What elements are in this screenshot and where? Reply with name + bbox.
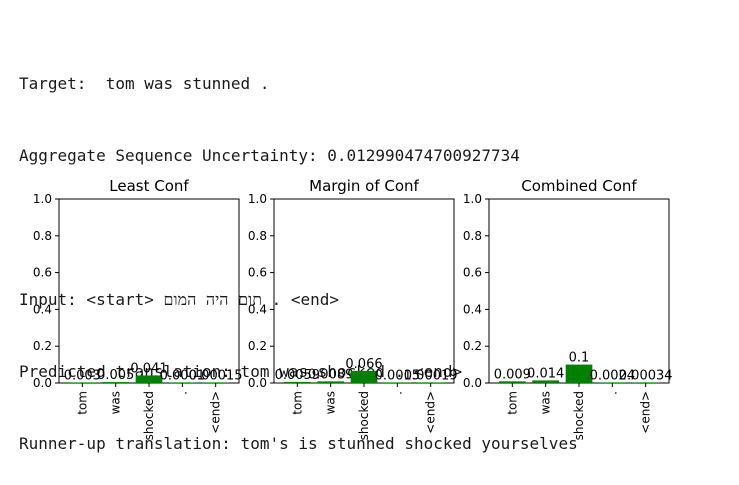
bar <box>202 382 229 383</box>
data-label: 0.014 <box>527 366 564 381</box>
bar <box>532 380 559 383</box>
x-tick-label: <end> <box>209 391 223 434</box>
data-label: 0.0001 <box>160 368 206 383</box>
chart-title: Least Conf <box>109 177 189 195</box>
x-tick-label: . <box>605 391 619 395</box>
y-tick-label: 0.8 <box>463 229 482 243</box>
bar <box>565 364 593 383</box>
x-tick-label: <end> <box>639 391 653 434</box>
chart-title: Margin of Conf <box>309 177 419 195</box>
chart-title: Combined Conf <box>521 177 637 195</box>
x-tick-label: shocked <box>142 391 156 440</box>
plot-frame <box>58 198 240 384</box>
y-tick-label: 0.4 <box>33 302 52 316</box>
input-line: Input: <start> תום היה המום . <end> <box>19 290 340 309</box>
x-tick-label: tom <box>505 391 519 415</box>
x-tick-label: shocked <box>357 391 371 440</box>
y-tick-label: 1.0 <box>463 192 482 206</box>
bar <box>632 382 659 383</box>
x-tick-label: tom <box>290 391 304 415</box>
x-tick-label: was <box>539 391 553 414</box>
data-label: 0.003 <box>64 368 101 383</box>
y-tick-label: 0.0 <box>33 376 52 390</box>
y-tick-label: 0.8 <box>248 229 267 243</box>
plot-frame <box>273 198 455 384</box>
x-tick-label: tom <box>75 391 89 415</box>
data-label: 0.009 <box>494 367 531 382</box>
data-label: 0.00034 <box>619 368 673 383</box>
data-label: 0.066 <box>345 357 382 372</box>
bar <box>417 382 444 383</box>
data-label: 0.0024 <box>590 368 636 383</box>
data-label: 0.041 <box>130 361 167 376</box>
y-tick-label: 0.8 <box>33 229 52 243</box>
bar <box>599 382 626 383</box>
bar <box>384 382 411 383</box>
y-tick-label: 0.6 <box>248 266 267 280</box>
bar <box>499 381 526 383</box>
bar <box>102 382 129 383</box>
y-tick-label: 1.0 <box>248 192 267 206</box>
x-tick-label: was <box>109 391 123 414</box>
bar <box>69 382 96 383</box>
data-label: 0.0089 <box>308 367 354 382</box>
bar <box>350 370 378 383</box>
data-label: 0.00019 <box>404 368 458 383</box>
data-label: 0.0059 <box>275 368 321 383</box>
y-tick-label: 0.6 <box>33 266 52 280</box>
x-tick-label: . <box>390 391 404 395</box>
x-tick-label: was <box>324 391 338 414</box>
bar <box>317 381 344 383</box>
y-tick-label: 0.6 <box>463 266 482 280</box>
x-tick-label: <end> <box>424 391 438 434</box>
bar <box>135 375 163 383</box>
y-tick-label: 0.2 <box>33 339 52 353</box>
y-tick-label: 0.4 <box>463 302 482 316</box>
bar <box>169 382 196 383</box>
target-line: Target: tom was stunned . <box>19 74 270 93</box>
bar <box>284 381 311 383</box>
x-tick-label: . <box>175 391 189 395</box>
y-tick-label: 0.2 <box>463 339 482 353</box>
data-label: 0.1 <box>569 351 590 366</box>
data-label: 0.00015 <box>189 368 243 383</box>
data-label: 0.005 <box>97 368 134 383</box>
header-text: Target: tom was stunned . Aggregate Sequ… <box>19 24 578 480</box>
x-tick-label: shocked <box>572 391 586 440</box>
uncertainty-line: Aggregate Sequence Uncertainty: 0.012990… <box>19 146 520 165</box>
data-label: 0.0015 <box>375 368 421 383</box>
runnerup-line: Runner-up translation: tom's is stunned … <box>19 434 578 453</box>
y-tick-label: 0.2 <box>248 339 267 353</box>
y-tick-label: 0.0 <box>248 376 267 390</box>
y-tick-label: 0.0 <box>463 376 482 390</box>
y-tick-label: 1.0 <box>33 192 52 206</box>
y-tick-label: 0.4 <box>248 302 267 316</box>
